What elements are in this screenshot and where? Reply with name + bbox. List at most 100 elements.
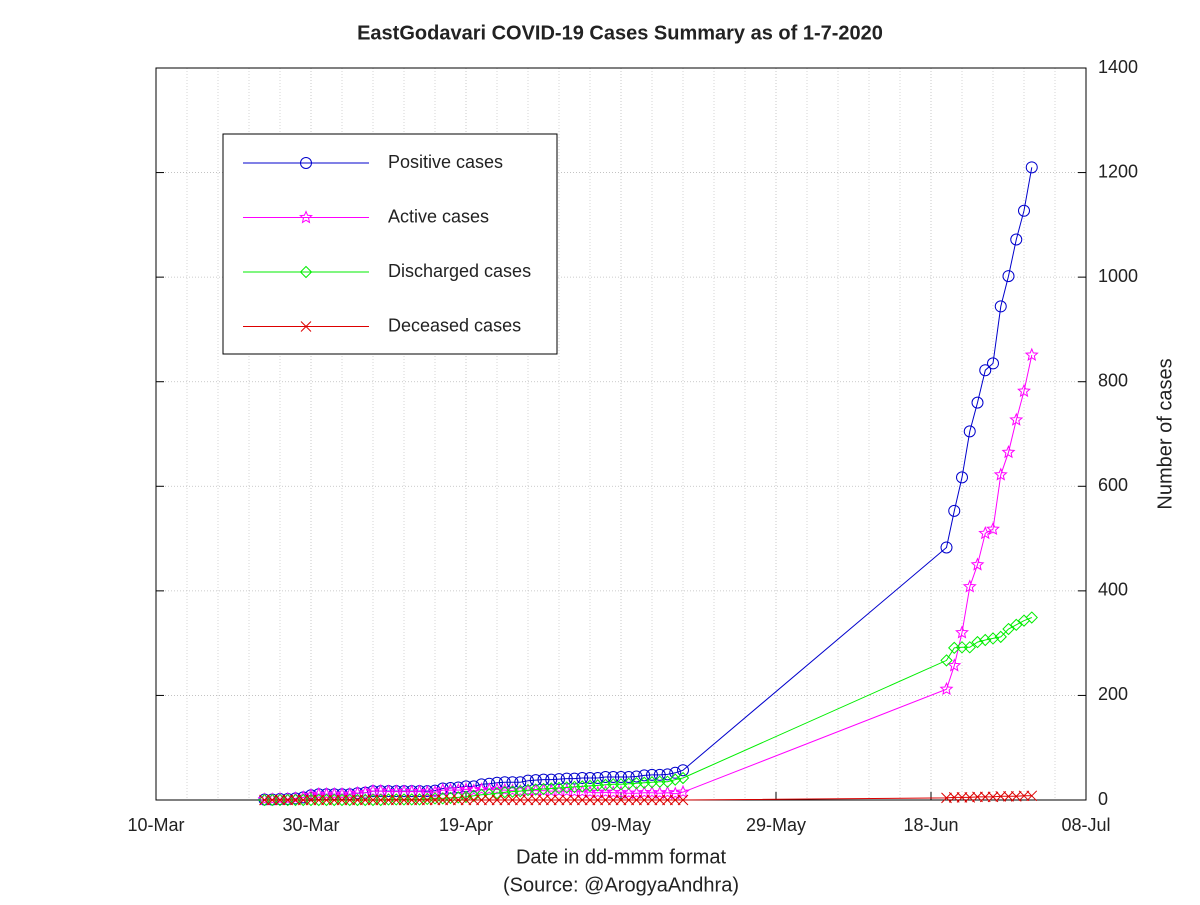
- marker: [300, 157, 312, 169]
- marker: [599, 770, 612, 783]
- marker: [630, 770, 643, 783]
- marker: [607, 794, 619, 806]
- marker: [344, 794, 356, 806]
- marker: [352, 794, 363, 806]
- marker: [1001, 445, 1016, 459]
- y-tick-label: 1400: [1098, 57, 1138, 77]
- marker: [662, 794, 673, 806]
- marker: [451, 782, 466, 796]
- marker: [1010, 618, 1023, 632]
- y-tick-label: 1200: [1098, 161, 1138, 181]
- marker: [971, 635, 984, 649]
- marker: [452, 794, 464, 806]
- marker: [676, 771, 690, 785]
- x-tick-label: 19-Apr: [439, 815, 493, 835]
- marker: [300, 321, 312, 332]
- marker: [1025, 611, 1038, 624]
- x-axis-label: Date in dd-mmm format: [516, 846, 726, 868]
- legend-box: [222, 133, 558, 355]
- marker: [654, 794, 666, 806]
- marker: [677, 794, 689, 806]
- marker: [994, 300, 1007, 313]
- marker: [321, 794, 332, 806]
- marker: [299, 265, 313, 279]
- marker: [545, 794, 557, 806]
- marker: [328, 794, 340, 806]
- marker: [947, 658, 962, 672]
- marker: [498, 776, 511, 789]
- marker: [993, 467, 1008, 481]
- marker: [342, 786, 357, 801]
- marker: [1017, 383, 1031, 398]
- x-tick-label: 18-Jun: [903, 815, 958, 835]
- y-tick-label: 400: [1098, 580, 1128, 600]
- marker: [661, 768, 674, 781]
- marker: [1018, 790, 1030, 802]
- marker: [1010, 233, 1023, 246]
- x-tick-label: 29-May: [746, 815, 806, 835]
- marker: [305, 794, 317, 806]
- marker: [459, 782, 473, 796]
- marker: [290, 794, 301, 806]
- marker: [963, 425, 976, 438]
- marker: [615, 770, 627, 783]
- marker: [576, 772, 589, 785]
- marker: [576, 794, 588, 806]
- marker: [939, 681, 954, 696]
- marker: [669, 773, 682, 786]
- marker: [631, 794, 642, 806]
- legend-label: Discharged cases: [388, 261, 531, 281]
- marker: [986, 521, 1000, 536]
- chart-title: EastGodavari COVID-19 Cases Summary as o…: [357, 22, 883, 44]
- y-tick-label: 800: [1098, 370, 1128, 390]
- marker: [383, 794, 394, 806]
- marker: [304, 788, 318, 802]
- marker: [948, 792, 960, 803]
- marker: [1003, 790, 1014, 802]
- marker: [962, 579, 977, 593]
- marker: [406, 794, 418, 806]
- marker: [661, 775, 674, 788]
- marker: [940, 541, 953, 554]
- marker: [476, 794, 487, 806]
- marker: [1026, 790, 1038, 802]
- marker: [660, 785, 675, 799]
- marker: [514, 794, 526, 806]
- marker: [538, 794, 549, 806]
- marker: [414, 794, 425, 806]
- legend-label: Deceased cases: [388, 315, 521, 335]
- marker: [646, 794, 658, 806]
- marker: [390, 794, 402, 806]
- marker: [336, 794, 348, 806]
- marker: [955, 625, 969, 639]
- y-tick-label: 0: [1098, 789, 1108, 809]
- marker: [530, 794, 542, 806]
- marker: [646, 768, 658, 781]
- marker: [972, 791, 983, 803]
- marker: [584, 794, 596, 806]
- marker: [638, 794, 650, 806]
- marker: [948, 504, 961, 517]
- marker: [971, 396, 984, 409]
- marker: [359, 794, 371, 806]
- marker: [940, 654, 953, 667]
- marker: [274, 794, 286, 806]
- marker: [1025, 161, 1038, 174]
- marker: [956, 792, 968, 803]
- marker: [568, 772, 581, 785]
- marker: [638, 769, 651, 782]
- x-tick-label: 09-May: [591, 815, 651, 835]
- marker: [1002, 622, 1015, 636]
- marker: [266, 794, 278, 806]
- marker: [956, 471, 968, 484]
- marker: [522, 794, 534, 806]
- marker: [584, 772, 596, 785]
- marker: [677, 764, 689, 777]
- marker: [367, 794, 379, 806]
- marker: [398, 794, 410, 806]
- y-tick-label: 600: [1098, 475, 1128, 495]
- marker: [375, 794, 387, 806]
- marker: [259, 794, 270, 806]
